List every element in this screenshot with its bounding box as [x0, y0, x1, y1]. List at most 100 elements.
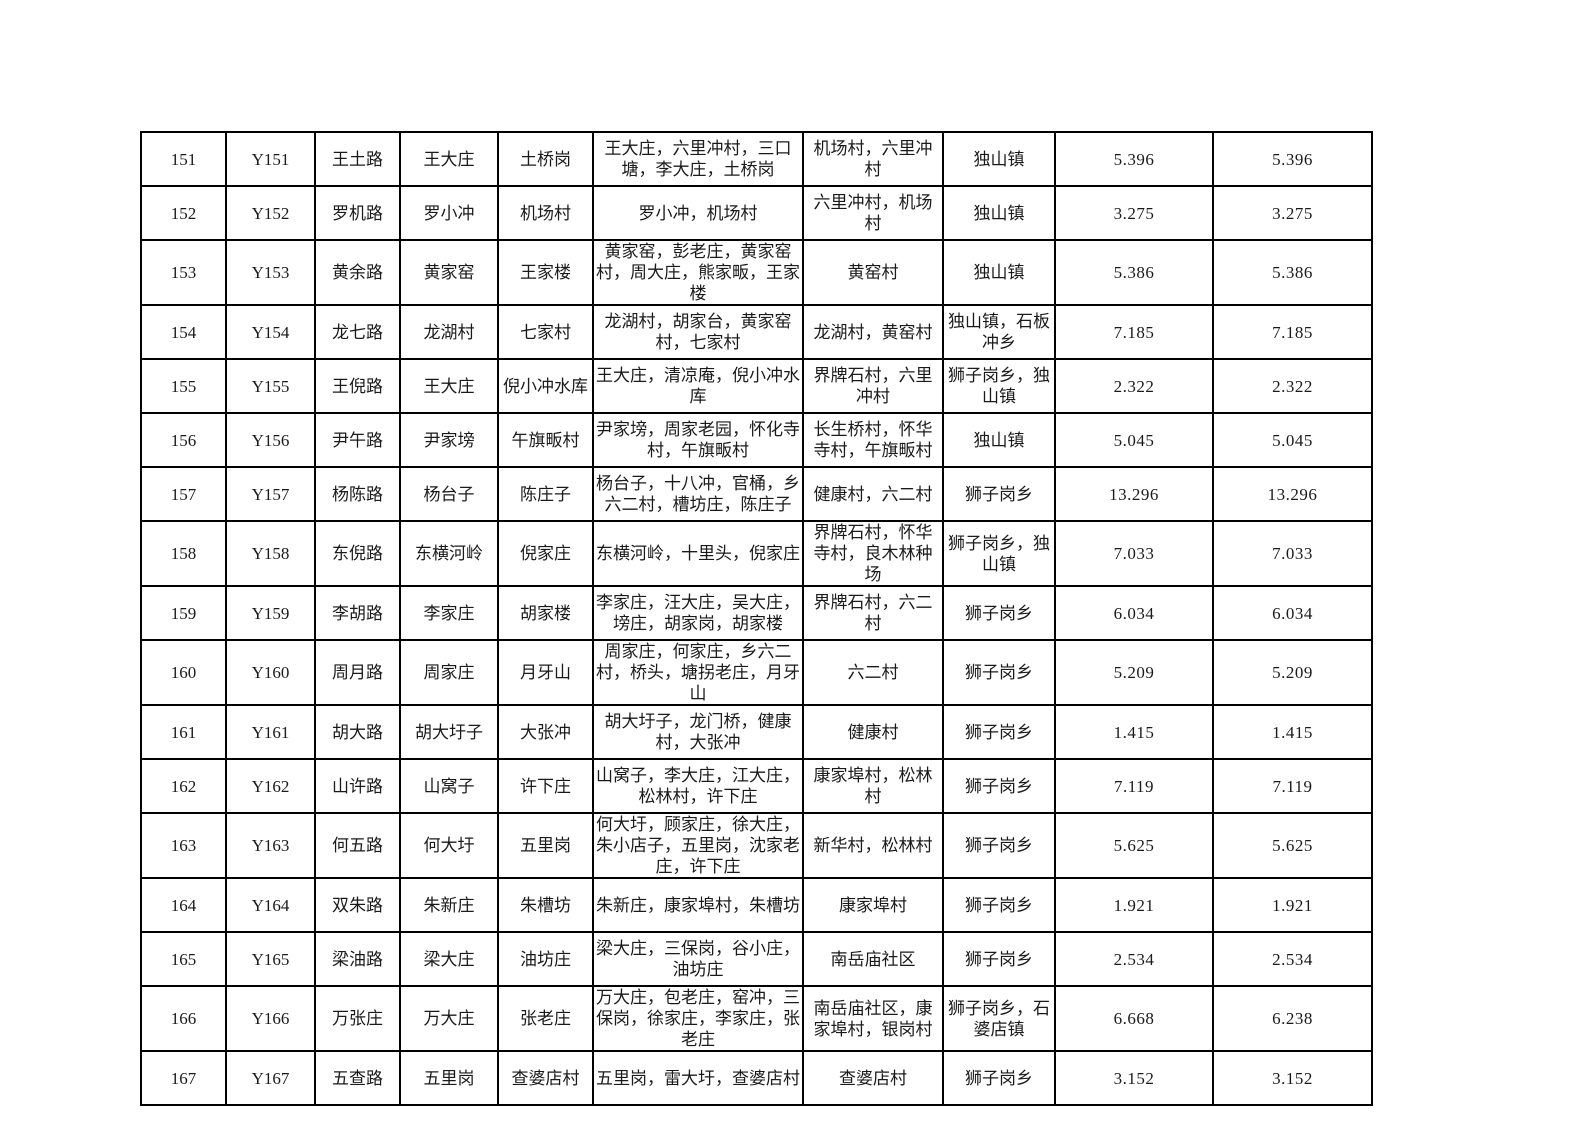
table-row: 155 Y155 王倪路 王大庄 倪小冲水库 王大庄，清凉庵，倪小冲水库 界牌石…	[140, 358, 1373, 414]
cell-villages: 机场村，六里冲村	[802, 131, 944, 187]
cell-villages: 康家埠村，松林村	[802, 758, 944, 814]
cell-route-code: Y152	[225, 185, 316, 241]
cell-township: 狮子岗乡	[942, 1050, 1056, 1106]
cell-route-name: 李胡路	[314, 585, 401, 641]
cell-township: 狮子岗乡	[942, 931, 1056, 987]
cell-start-point: 朱新庄	[399, 877, 499, 933]
cell-row-number: 162	[140, 758, 227, 814]
cell-township: 狮子岗乡	[942, 812, 1056, 879]
cell-route-code: Y166	[225, 985, 316, 1052]
table-row: 167 Y167 五查路 五里岗 查婆店村 五里岗，雷大圩，查婆店村 查婆店村 …	[140, 1050, 1373, 1106]
cell-start-point: 山窝子	[399, 758, 499, 814]
cell-via-places: 王大庄，六里冲村，三口塘，李大庄，土桥岗	[592, 131, 804, 187]
cell-end-point: 午旗畈村	[497, 412, 594, 468]
cell-mileage-2: 1.921	[1212, 877, 1373, 933]
cell-route-name: 梁油路	[314, 931, 401, 987]
cell-route-code: Y160	[225, 639, 316, 706]
cell-via-places: 万大庄，包老庄，窑冲，三保岗，徐家庄，李家庄，张老庄	[592, 985, 804, 1052]
cell-mileage-1: 1.921	[1054, 877, 1214, 933]
table-row: 153 Y153 黄余路 黄家窑 王家楼 黄家窑，彭老庄，黄家窑村，周大庄，熊家…	[140, 239, 1373, 306]
cell-route-code: Y157	[225, 466, 316, 522]
road-registry-table: 151 Y151 王土路 王大庄 土桥岗 王大庄，六里冲村，三口塘，李大庄，土桥…	[140, 131, 1373, 1106]
cell-via-places: 李家庄，汪大庄，吴大庄，塝庄，胡家岗，胡家楼	[592, 585, 804, 641]
cell-via-places: 罗小冲，机场村	[592, 185, 804, 241]
cell-villages: 新华村，松林村	[802, 812, 944, 879]
cell-via-places: 胡大圩子，龙门桥，健康村，大张冲	[592, 704, 804, 760]
cell-route-name: 双朱路	[314, 877, 401, 933]
cell-route-code: Y158	[225, 520, 316, 587]
cell-township: 独山镇	[942, 185, 1056, 241]
cell-row-number: 160	[140, 639, 227, 706]
cell-route-code: Y154	[225, 304, 316, 360]
cell-row-number: 166	[140, 985, 227, 1052]
cell-route-code: Y164	[225, 877, 316, 933]
cell-end-point: 机场村	[497, 185, 594, 241]
cell-route-code: Y167	[225, 1050, 316, 1106]
cell-route-name: 东倪路	[314, 520, 401, 587]
cell-route-name: 尹午路	[314, 412, 401, 468]
cell-villages: 六里冲村，机场村	[802, 185, 944, 241]
cell-township: 狮子岗乡，独山镇	[942, 358, 1056, 414]
cell-via-places: 何大圩，顾家庄，徐大庄，朱小店子，五里岗，沈家老庄，许下庄	[592, 812, 804, 879]
cell-start-point: 梁大庄	[399, 931, 499, 987]
cell-start-point: 尹家塝	[399, 412, 499, 468]
cell-row-number: 156	[140, 412, 227, 468]
cell-route-name: 五查路	[314, 1050, 401, 1106]
cell-route-code: Y153	[225, 239, 316, 306]
cell-mileage-1: 2.322	[1054, 358, 1214, 414]
cell-row-number: 165	[140, 931, 227, 987]
cell-row-number: 167	[140, 1050, 227, 1106]
cell-route-code: Y162	[225, 758, 316, 814]
cell-row-number: 152	[140, 185, 227, 241]
cell-route-name: 万张庄	[314, 985, 401, 1052]
cell-mileage-1: 5.625	[1054, 812, 1214, 879]
cell-row-number: 161	[140, 704, 227, 760]
cell-end-point: 大张冲	[497, 704, 594, 760]
cell-mileage-1: 7.185	[1054, 304, 1214, 360]
cell-mileage-2: 3.275	[1212, 185, 1373, 241]
table-row: 164 Y164 双朱路 朱新庄 朱槽坊 朱新庄，康家埠村，朱槽坊 康家埠村 狮…	[140, 877, 1373, 933]
cell-via-places: 杨台子，十八冲，官桶，乡六二村，槽坊庄，陈庄子	[592, 466, 804, 522]
table-row: 160 Y160 周月路 周家庄 月牙山 周家庄，何家庄，乡六二村，桥头，塘拐老…	[140, 639, 1373, 706]
table-row: 156 Y156 尹午路 尹家塝 午旗畈村 尹家塝，周家老园，怀化寺村，午旗畈村…	[140, 412, 1373, 468]
cell-mileage-1: 3.152	[1054, 1050, 1214, 1106]
cell-villages: 界牌石村，六里冲村	[802, 358, 944, 414]
cell-township: 独山镇	[942, 131, 1056, 187]
cell-mileage-1: 6.034	[1054, 585, 1214, 641]
cell-mileage-2: 5.625	[1212, 812, 1373, 879]
cell-row-number: 155	[140, 358, 227, 414]
cell-villages: 六二村	[802, 639, 944, 706]
cell-via-places: 周家庄，何家庄，乡六二村，桥头，塘拐老庄，月牙山	[592, 639, 804, 706]
cell-via-places: 五里岗，雷大圩，查婆店村	[592, 1050, 804, 1106]
cell-route-name: 罗机路	[314, 185, 401, 241]
table-row: 162 Y162 山许路 山窝子 许下庄 山窝子，李大庄，江大庄，松林村，许下庄…	[140, 758, 1373, 814]
cell-mileage-2: 7.119	[1212, 758, 1373, 814]
cell-mileage-1: 6.668	[1054, 985, 1214, 1052]
cell-township: 独山镇，石板冲乡	[942, 304, 1056, 360]
cell-mileage-2: 7.185	[1212, 304, 1373, 360]
cell-villages: 健康村	[802, 704, 944, 760]
cell-mileage-2: 5.045	[1212, 412, 1373, 468]
cell-via-places: 黄家窑，彭老庄，黄家窑村，周大庄，熊家畈，王家楼	[592, 239, 804, 306]
table-row: 161 Y161 胡大路 胡大圩子 大张冲 胡大圩子，龙门桥，健康村，大张冲 健…	[140, 704, 1373, 760]
cell-start-point: 黄家窑	[399, 239, 499, 306]
cell-end-point: 五里岗	[497, 812, 594, 879]
cell-route-name: 何五路	[314, 812, 401, 879]
cell-villages: 龙湖村，黄窑村	[802, 304, 944, 360]
cell-row-number: 159	[140, 585, 227, 641]
cell-end-point: 土桥岗	[497, 131, 594, 187]
cell-township: 独山镇	[942, 239, 1056, 306]
table-row: 163 Y163 何五路 何大圩 五里岗 何大圩，顾家庄，徐大庄，朱小店子，五里…	[140, 812, 1373, 879]
cell-township: 狮子岗乡	[942, 639, 1056, 706]
cell-villages: 健康村，六二村	[802, 466, 944, 522]
cell-villages: 南岳庙社区	[802, 931, 944, 987]
cell-township: 狮子岗乡	[942, 704, 1056, 760]
cell-villages: 长生桥村，怀华寺村，午旗畈村	[802, 412, 944, 468]
cell-start-point: 罗小冲	[399, 185, 499, 241]
cell-route-code: Y161	[225, 704, 316, 760]
cell-end-point: 查婆店村	[497, 1050, 594, 1106]
cell-route-code: Y159	[225, 585, 316, 641]
cell-route-code: Y156	[225, 412, 316, 468]
cell-start-point: 何大圩	[399, 812, 499, 879]
